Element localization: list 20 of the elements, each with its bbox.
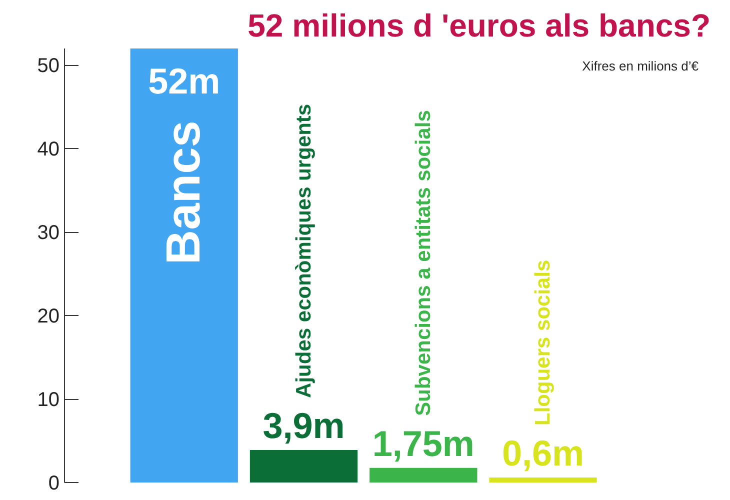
x-tick-label: Lloguers socials [532, 260, 555, 426]
data-label: 3,9m [262, 404, 345, 446]
bar [130, 48, 238, 482]
data-label: 1,75m [372, 422, 474, 464]
y-tick-label: 20 [37, 306, 60, 328]
y-tick-label: 50 [37, 55, 60, 78]
chart-title: 52 milions d 'euros als bancs? [248, 8, 710, 44]
data-label: 0,6m [502, 432, 584, 474]
x-tick-label: Bancs [158, 120, 211, 265]
bar [489, 477, 597, 482]
y-tick-label: 40 [37, 138, 60, 161]
bar [370, 468, 478, 482]
y-tick-label: 10 [37, 389, 60, 412]
x-tick-label: Subvencions a entitats socials [412, 110, 435, 416]
bar [250, 450, 358, 482]
y-tick-label: 30 [37, 222, 60, 244]
x-tick-label: Ajudes econòmiques urgents [292, 104, 316, 398]
y-tick-label: 0 [48, 472, 60, 494]
data-label: 52m [148, 60, 220, 102]
annotation: Xifres en milions d’€ [582, 58, 700, 74]
